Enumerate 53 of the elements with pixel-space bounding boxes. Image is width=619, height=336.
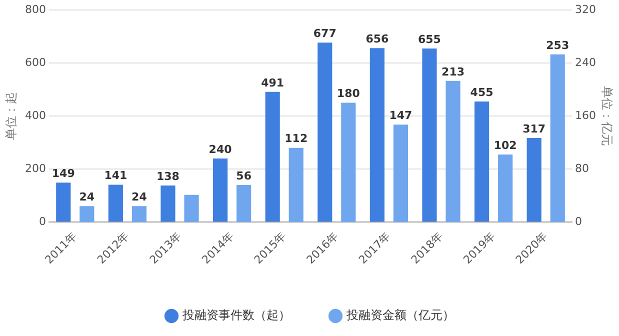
- bar: [132, 206, 147, 222]
- bar: [498, 154, 513, 222]
- bar: [550, 54, 565, 222]
- y2-tick-label: 240: [575, 56, 596, 69]
- bar: [446, 80, 460, 222]
- bar: [474, 101, 490, 222]
- data-label: 138: [156, 170, 180, 183]
- legend-label: 投融资金额（亿元）: [346, 308, 454, 322]
- legend-label: 投融资事件数（起）: [182, 308, 290, 322]
- y-tick-label: 0: [38, 214, 46, 228]
- data-label: 677: [313, 26, 336, 40]
- bar: [56, 182, 71, 222]
- data-label: 317: [522, 122, 546, 136]
- bar: [422, 48, 437, 222]
- data-label: 112: [284, 132, 308, 146]
- bar: [526, 138, 542, 222]
- bar: [108, 184, 123, 222]
- data-label: 656: [366, 32, 390, 46]
- data-label: 102: [494, 138, 517, 152]
- data-label: 149: [52, 166, 75, 180]
- data-label: 24: [132, 190, 148, 204]
- bar: [212, 158, 228, 222]
- y-tick-label: 200: [24, 162, 46, 175]
- bar: [341, 102, 356, 222]
- data-label: 56: [236, 169, 252, 182]
- y-tick-label: 800: [24, 2, 46, 16]
- data-label: 655: [418, 32, 441, 46]
- bar: [265, 92, 280, 222]
- y-tick-label: 600: [24, 56, 46, 69]
- y2-axis-title: 单位：亿元: [600, 86, 614, 146]
- bar: [288, 148, 304, 222]
- data-label: 253: [546, 38, 570, 52]
- bar: [393, 124, 408, 222]
- data-label: 141: [104, 169, 128, 182]
- bar: [160, 186, 176, 222]
- bar: [80, 206, 94, 222]
- data-label: 491: [261, 76, 284, 90]
- data-label: 24: [79, 190, 95, 204]
- y-axis-title: 单位：起: [4, 92, 18, 140]
- y-tick-label: 400: [24, 108, 46, 122]
- data-label: 147: [389, 109, 412, 122]
- bar: [318, 42, 332, 222]
- data-label: 240: [208, 142, 232, 156]
- y2-tick-label: 160: [575, 108, 596, 122]
- y2-tick-label: 320: [575, 2, 596, 16]
- data-label: 180: [336, 87, 360, 100]
- bar: [370, 48, 384, 222]
- y2-tick-label: 80: [575, 162, 590, 175]
- bar: [236, 184, 252, 222]
- bar: [184, 194, 199, 222]
- data-label: 213: [442, 65, 465, 78]
- y2-tick-label: 0: [575, 214, 582, 228]
- data-label: 455: [470, 86, 494, 99]
